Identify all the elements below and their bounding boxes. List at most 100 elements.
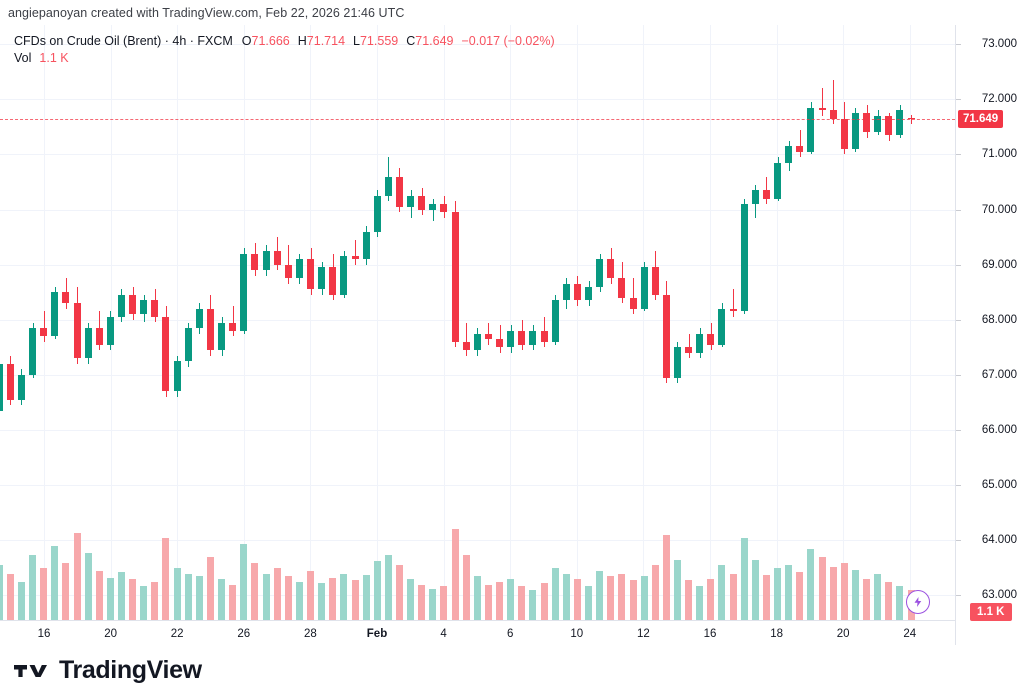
candle-body xyxy=(507,330,515,348)
volume-bar xyxy=(885,581,893,620)
price-tick-mark xyxy=(956,485,961,487)
candle-body xyxy=(351,256,359,260)
volume-bar xyxy=(551,568,559,620)
volume-bar xyxy=(896,585,904,620)
candle-body xyxy=(863,113,871,133)
candle-body xyxy=(184,328,192,362)
candle-wick xyxy=(433,198,434,221)
price-tick-mark xyxy=(956,540,961,542)
candle-body xyxy=(851,113,859,149)
legend-ohlc-item: O71.666 xyxy=(242,34,290,48)
candle-body xyxy=(573,283,581,301)
volume-bar xyxy=(696,585,704,620)
volume-bar xyxy=(774,568,782,620)
volume-bar xyxy=(863,579,871,620)
volume-bar xyxy=(496,581,504,620)
time-axis-label: 18 xyxy=(770,628,783,640)
volume-bar xyxy=(585,585,593,620)
candle-body xyxy=(173,361,181,392)
gridline xyxy=(0,374,955,376)
volume-bar xyxy=(685,580,693,620)
candle-body xyxy=(51,292,59,337)
price-axis-label: 73.000 xyxy=(981,38,1017,51)
legend-ohlc-item: L71.559 xyxy=(353,34,398,48)
candle-body xyxy=(140,300,148,315)
candle-body xyxy=(362,231,370,260)
volume-bar xyxy=(562,573,570,620)
volume-bar xyxy=(407,579,415,620)
candle-body xyxy=(229,322,237,331)
legend-volume-value: 1.1 K xyxy=(39,51,69,65)
legend-volume-row: Vol 1.1 K xyxy=(14,50,555,67)
volume-bar xyxy=(51,546,59,620)
gridline xyxy=(0,429,955,431)
candle-body xyxy=(151,300,159,317)
legend-ohlc-key: C xyxy=(406,34,416,48)
current-price-line xyxy=(0,118,955,120)
volume-bar xyxy=(440,585,448,620)
candle-body xyxy=(640,267,648,309)
candle-body xyxy=(62,292,70,304)
candle-body xyxy=(907,117,915,119)
volume-bar xyxy=(62,562,70,620)
time-axis-label: 20 xyxy=(836,628,850,640)
candle-body xyxy=(774,162,782,199)
gridline xyxy=(0,264,955,266)
price-axis-label: 72.000 xyxy=(981,93,1017,106)
volume-bar xyxy=(729,573,737,620)
price-tick-mark xyxy=(956,154,961,156)
candle-body xyxy=(17,374,25,400)
candle-body xyxy=(685,347,693,353)
candle-body xyxy=(384,176,392,196)
candle-wick xyxy=(689,333,690,359)
volume-bar xyxy=(607,576,615,620)
footer-bar: TradingView xyxy=(0,645,1024,696)
candle-body xyxy=(529,330,537,345)
time-scale[interactable]: 16 20 22 26 28 Feb 4 6 10 12 16 18 20 24 xyxy=(0,620,955,646)
volume-bar xyxy=(573,579,581,620)
time-axis-label: 24 xyxy=(903,628,917,640)
volume-bar xyxy=(673,560,681,620)
candle-body xyxy=(84,328,92,359)
volume-bar xyxy=(796,572,804,620)
price-scale[interactable]: 73.000 72.000 71.000 70.000 69.000 68.000 67.0… xyxy=(955,25,1024,645)
candle-body xyxy=(484,333,492,340)
volume-bar xyxy=(529,590,537,620)
candle-wick xyxy=(800,129,801,158)
price-tick-mark xyxy=(956,44,961,46)
price-axis-label: 63.000 xyxy=(981,589,1017,602)
candle-body xyxy=(818,107,826,111)
candle-body xyxy=(162,316,170,392)
volume-bar xyxy=(618,573,626,620)
plot-area[interactable] xyxy=(0,25,955,620)
volume-bar xyxy=(362,575,370,620)
legend-symbol-title[interactable]: CFDs on Crude Oil (Brent) · 4h · FXCM xyxy=(14,34,233,48)
candle-body xyxy=(585,286,593,301)
price-axis-label: 68.000 xyxy=(981,313,1017,326)
candle-body xyxy=(607,259,615,279)
candle-body xyxy=(840,118,848,149)
legend-ohlc-group: O71.666 H71.714 L71.559 C71.649 xyxy=(242,33,462,50)
time-axis-label: 16 xyxy=(37,628,51,640)
candle-body xyxy=(718,308,726,345)
gridline xyxy=(0,99,955,101)
price-axis-label: 69.000 xyxy=(981,258,1017,271)
candle-body xyxy=(740,204,748,312)
volume-bar xyxy=(384,554,392,620)
time-axis-label: 16 xyxy=(703,628,717,640)
tradingview-logo[interactable]: TradingView xyxy=(14,658,202,683)
legend-volume-label[interactable]: Vol xyxy=(14,51,32,65)
price-axis-label: 71.000 xyxy=(981,148,1017,161)
volume-bar xyxy=(151,581,159,620)
volume-bar xyxy=(807,549,815,620)
volume-bar xyxy=(73,532,81,620)
candle-body xyxy=(251,253,259,271)
volume-bar xyxy=(507,579,515,620)
candle-body xyxy=(262,250,270,271)
time-axis-label: 26 xyxy=(237,628,251,640)
lightning-bolt-icon[interactable] xyxy=(906,590,930,614)
chart-legend: CFDs on Crude Oil (Brent) · 4h · FXCM O7… xyxy=(14,33,555,67)
volume-bar xyxy=(351,580,359,620)
current-price-badge: 71.649 xyxy=(958,109,1004,128)
volume-bar xyxy=(874,573,882,620)
